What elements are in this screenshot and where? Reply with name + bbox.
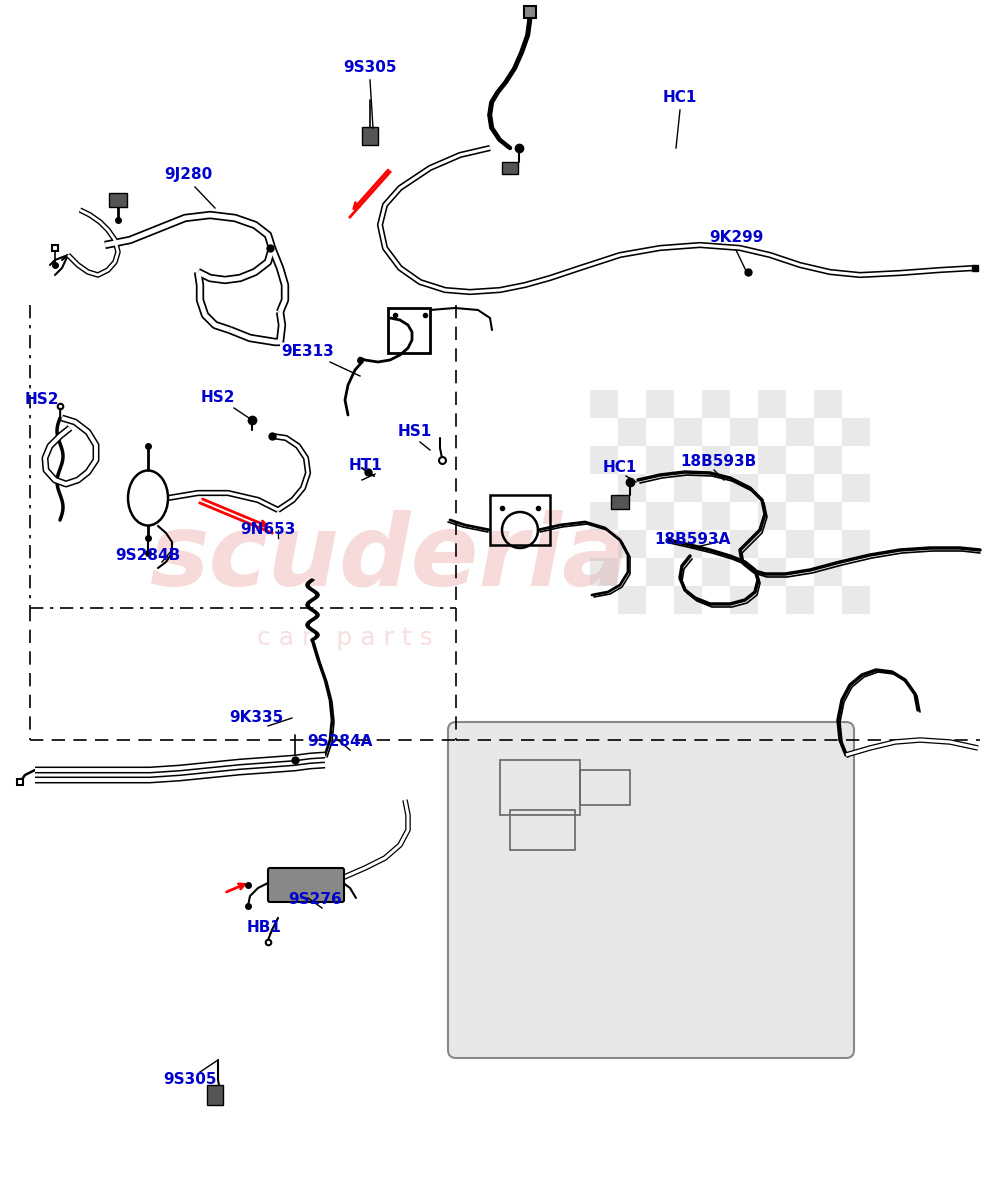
- Text: HB1: HB1: [246, 920, 281, 936]
- Bar: [814, 446, 842, 474]
- Bar: [842, 530, 870, 558]
- Bar: [758, 390, 786, 418]
- Text: HS2: HS2: [201, 390, 236, 406]
- Bar: [842, 474, 870, 502]
- Text: HT1: HT1: [348, 458, 382, 474]
- Bar: [674, 418, 702, 446]
- Bar: [109, 193, 127, 206]
- Text: 9S284B: 9S284B: [115, 548, 180, 564]
- Text: HS1: HS1: [398, 425, 432, 439]
- Text: 9S284A: 9S284A: [308, 734, 373, 750]
- Text: HC1: HC1: [663, 90, 697, 106]
- FancyBboxPatch shape: [448, 722, 854, 1058]
- Bar: [702, 390, 730, 418]
- Bar: [646, 446, 674, 474]
- Text: 9S276: 9S276: [288, 893, 342, 907]
- Bar: [590, 558, 618, 586]
- Text: 9K299: 9K299: [709, 230, 763, 246]
- Text: HC1: HC1: [602, 461, 637, 475]
- Text: c a r   p a r t s: c a r p a r t s: [257, 626, 433, 650]
- Bar: [207, 1085, 223, 1105]
- Bar: [814, 558, 842, 586]
- Bar: [758, 502, 786, 530]
- Bar: [646, 502, 674, 530]
- Bar: [590, 390, 618, 418]
- Text: 9E313: 9E313: [282, 344, 334, 360]
- Bar: [702, 446, 730, 474]
- Text: 9S305: 9S305: [343, 60, 396, 76]
- Text: 18B593B: 18B593B: [680, 455, 756, 469]
- Bar: [646, 558, 674, 586]
- Bar: [362, 127, 378, 145]
- Bar: [814, 390, 842, 418]
- Bar: [758, 446, 786, 474]
- Bar: [618, 586, 646, 614]
- Bar: [702, 558, 730, 586]
- Bar: [786, 418, 814, 446]
- Bar: [730, 418, 758, 446]
- Bar: [842, 418, 870, 446]
- Bar: [674, 586, 702, 614]
- Text: 9N653: 9N653: [241, 522, 296, 538]
- Bar: [580, 770, 630, 805]
- Bar: [618, 418, 646, 446]
- Bar: [786, 474, 814, 502]
- FancyBboxPatch shape: [268, 868, 344, 902]
- Text: 9S305: 9S305: [164, 1073, 217, 1087]
- Text: 9K335: 9K335: [229, 710, 283, 726]
- Bar: [814, 502, 842, 530]
- Text: 9J280: 9J280: [164, 168, 212, 182]
- Bar: [618, 530, 646, 558]
- Bar: [674, 530, 702, 558]
- Bar: [730, 530, 758, 558]
- Bar: [646, 390, 674, 418]
- Bar: [590, 446, 618, 474]
- Bar: [842, 586, 870, 614]
- Text: HS2: HS2: [25, 392, 59, 408]
- Bar: [758, 558, 786, 586]
- Bar: [590, 502, 618, 530]
- Bar: [730, 586, 758, 614]
- Text: scuderia: scuderia: [149, 510, 630, 606]
- Bar: [702, 502, 730, 530]
- Text: 18B593A: 18B593A: [654, 533, 731, 547]
- Bar: [611, 494, 629, 509]
- Bar: [490, 494, 550, 545]
- Bar: [500, 760, 580, 815]
- Bar: [502, 162, 518, 174]
- Bar: [618, 474, 646, 502]
- Bar: [674, 474, 702, 502]
- Bar: [510, 810, 575, 850]
- Bar: [730, 474, 758, 502]
- Bar: [786, 586, 814, 614]
- Bar: [786, 530, 814, 558]
